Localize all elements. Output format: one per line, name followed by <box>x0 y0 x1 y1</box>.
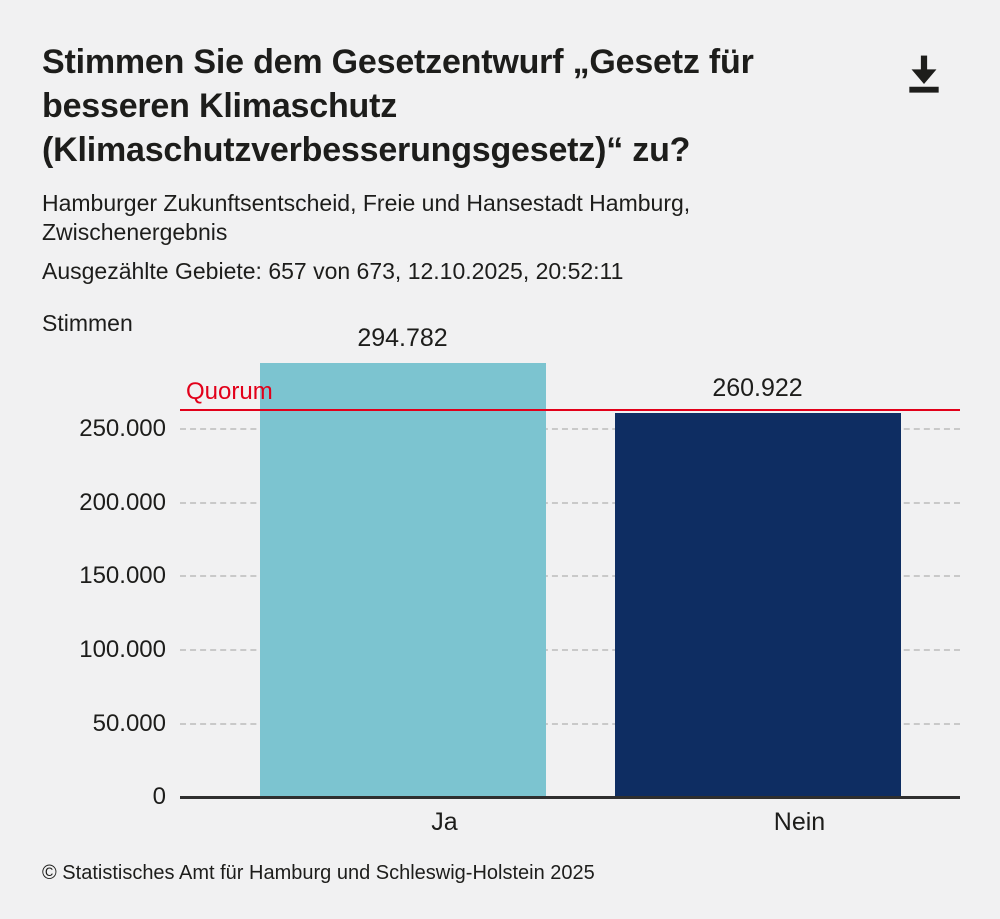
y-tick-label: 50.000 <box>92 709 166 737</box>
download-icon <box>909 55 939 93</box>
x-category-label: Ja <box>431 808 458 837</box>
y-tick-label: 0 <box>152 783 166 811</box>
plot-area: 294.782 260.922 Quorum <box>180 324 960 800</box>
gridline <box>180 501 960 504</box>
gridline <box>180 575 960 578</box>
x-axis-labels: Ja Nein <box>267 807 977 838</box>
y-axis-title: Stimmen <box>42 310 133 337</box>
gridline <box>180 648 960 651</box>
quorum-line <box>180 408 960 411</box>
bar-value-label: 260.922 <box>712 373 803 402</box>
chart-subtitle: Hamburger Zukunftsentscheid, Freie und H… <box>42 189 691 245</box>
y-tick-label: 200.000 <box>79 488 166 516</box>
chart-title: Stimmen Sie dem Gesetzentwurf „Gesetz fü… <box>42 43 754 170</box>
bar-slot: 260.922 <box>580 361 935 798</box>
x-axis-baseline <box>180 796 960 800</box>
quorum-label: Quorum <box>186 377 273 405</box>
bar-value-label: 294.782 <box>357 323 448 352</box>
bar-ja: 294.782 <box>259 324 546 798</box>
y-axis: 0 50.000 100.000 150.000 200.000 250.000 <box>42 361 180 809</box>
y-tick-label: 250.000 <box>79 414 166 442</box>
copyright: © Statistisches Amt für Hamburg und Schl… <box>42 862 595 885</box>
download-button[interactable] <box>900 50 948 98</box>
bars-group: 294.782 260.922 <box>225 324 935 798</box>
counted-areas-status: Ausgezählte Gebiete: 657 von 673, 12.10.… <box>42 258 624 285</box>
gridline <box>180 427 960 430</box>
bar-chart: 0 50.000 100.000 150.000 200.000 250.000 294.… <box>42 324 960 810</box>
gridline <box>180 722 960 725</box>
bar-slot: 294.782 <box>225 324 580 798</box>
x-category-label: Nein <box>773 808 826 837</box>
bar-nein: 260.922 <box>614 374 901 798</box>
y-tick-label: 150.000 <box>79 562 166 590</box>
y-tick-label: 100.000 <box>79 635 166 663</box>
